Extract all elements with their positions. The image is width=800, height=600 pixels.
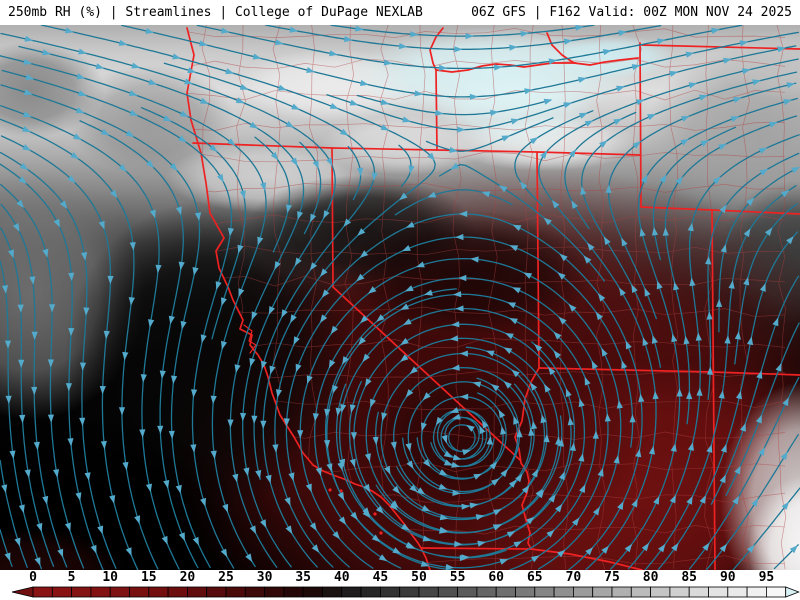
colorbar-tick-labels: 0 5 10 15 20 25 30 35 40 45 50 55 60 65 70 75 80 85 90 95 — [0, 570, 800, 585]
tick-label: 95 — [758, 570, 775, 585]
tick-label: 5 — [67, 570, 76, 585]
colorbar-right-arrow — [785, 586, 800, 598]
colorbar — [11, 586, 800, 598]
tick-label: 20 — [179, 570, 196, 585]
rh-streamline-map — [0, 25, 800, 570]
model-run-info: 06Z GFS | F162 Valid: 00Z MON NOV 24 202… — [471, 5, 792, 20]
colorbar-area: 0 5 10 15 20 25 30 35 40 45 50 55 60 65 70 75 80 85 90 95 — [0, 570, 800, 600]
weather-map — [0, 25, 800, 570]
tick-label: 10 — [102, 570, 119, 585]
tick-label: 80 — [642, 570, 659, 585]
tick-label: 75 — [604, 570, 620, 585]
tick-label: 30 — [256, 570, 273, 585]
tick-label: 25 — [218, 570, 234, 585]
tick-label: 70 — [565, 570, 582, 585]
tick-label: 65 — [526, 570, 543, 585]
tick-label: 90 — [719, 570, 736, 585]
tick-label: 45 — [372, 570, 389, 585]
streamline-arrows — [1, 25, 800, 570]
tick-label: 85 — [681, 570, 698, 585]
tick-label: 40 — [333, 570, 350, 585]
tick-label: 35 — [295, 570, 312, 585]
tick-label: 0 — [29, 570, 37, 585]
title-bar: 250mb RH (%) | Streamlines | College of … — [0, 0, 800, 25]
tick-label: 60 — [488, 570, 505, 585]
tick-label: 50 — [411, 570, 427, 585]
tick-label: 15 — [140, 570, 157, 585]
product-title: 250mb RH (%) | Streamlines | College of … — [8, 5, 423, 20]
tick-label: 55 — [449, 570, 466, 585]
colorbar-left-arrow — [11, 586, 34, 598]
